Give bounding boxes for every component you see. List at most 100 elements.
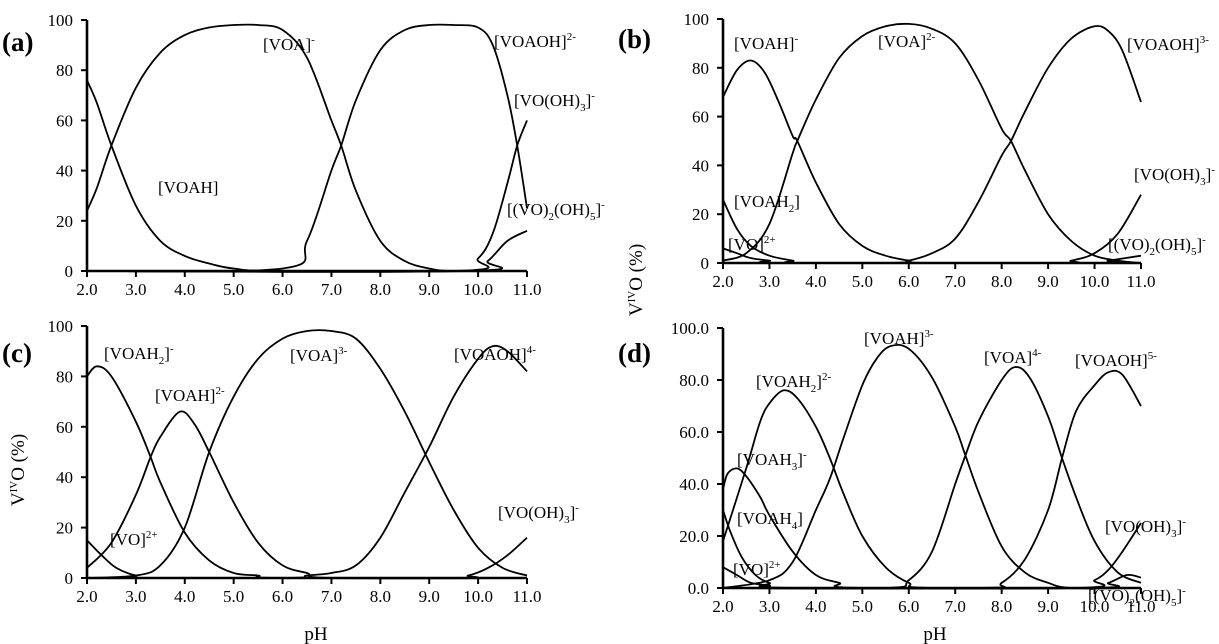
series-d-3 (722, 389, 1142, 590)
x-tick-label-c: 11.0 (512, 587, 541, 606)
x-tick-label-d: 5.0 (852, 597, 873, 616)
x-tick-label-c: 7.0 (321, 587, 342, 606)
axes-layer (81, 18, 1142, 594)
label-d-voa: [VOA]4- (984, 347, 1042, 367)
y-tick-label-b: 40 (692, 156, 709, 175)
x-tick-label-c: 8.0 (370, 587, 391, 606)
label-a-voaoh: [VOAOH]2- (494, 31, 576, 51)
x-tick-label-d: 2.0 (712, 597, 733, 616)
x-tick-label-a: 11.0 (512, 280, 541, 299)
x-tick-label-d: 3.0 (759, 597, 780, 616)
x-tick-label-a: 8.0 (370, 280, 391, 299)
label-a-vooh3: [VO(OH)3]- (514, 90, 595, 114)
y-tick-label-d: 40.0 (679, 475, 709, 494)
series-b-4 (722, 25, 1142, 265)
panel-letter-c: (c) (2, 338, 32, 368)
x-tick-label-c: 2.0 (76, 587, 97, 606)
series-c-1 (86, 365, 528, 580)
x-tick-label-c: 4.0 (174, 587, 195, 606)
x-tick-label-b: 11.0 (1126, 272, 1155, 291)
y-tick-label-b: 20 (692, 205, 709, 224)
x-tick-label-b: 2.0 (712, 272, 733, 291)
label-d-voaoh: [VOAOH]5- (1075, 350, 1157, 370)
y-axis-title-right: VIVO (%) (626, 244, 647, 316)
y-tick-label-b: 80 (692, 59, 709, 78)
y-tick-label-c: 60 (56, 418, 73, 437)
x-tick-label-a: 2.0 (76, 280, 97, 299)
label-d-vooh3: [VO(OH)3]- (1105, 516, 1186, 540)
series-b-2 (722, 59, 1142, 265)
y-tick-label-a: 20 (56, 212, 73, 231)
label-a-vo2oh5: [(VO)2(OH)5]- (507, 199, 605, 223)
x-tick-label-a: 3.0 (125, 280, 146, 299)
x-tick-label-c: 10.0 (463, 587, 493, 606)
series-d-6 (722, 369, 1142, 590)
label-d-voah4: [VOAH4] (737, 509, 803, 532)
panel-letter-a: (a) (2, 27, 33, 57)
y-tick-label-c: 20 (56, 519, 73, 538)
series-d-5 (722, 366, 1142, 590)
y-tick-label-a: 60 (56, 111, 73, 130)
panel-letter-b: (b) (618, 24, 651, 54)
x-tick-label-b: 4.0 (805, 272, 826, 291)
x-tick-label-d: 9.0 (1037, 597, 1058, 616)
text-layer: 2.0 3.0 4.0 5.0 6.0 7.0 8.0 9.0 10.0 11.0 0 20 40 60 8… (48, 10, 1156, 616)
x-tick-label-d: 8.0 (991, 597, 1012, 616)
y-tick-label-d: 100.0 (671, 319, 709, 338)
label-c-voah2: [VOAH2]- (104, 343, 174, 367)
x-tick-label-d: 10.0 (1080, 597, 1110, 616)
series-d-8 (722, 573, 1142, 590)
y-axis-title-left: VIVO (%) (8, 434, 29, 506)
label-b-voah2: [VOAH2] (734, 192, 800, 215)
x-tick-label-a: 10.0 (463, 280, 493, 299)
label-b-vooh3: [VO(OH)3]- (1134, 164, 1215, 188)
label-d-voah: [VOAH]3- (864, 328, 934, 348)
y-tick-label-a: 80 (56, 61, 73, 80)
x-tick-label-b: 10.0 (1080, 272, 1110, 291)
label-d-vo: [VO]2+ (733, 559, 781, 579)
y-tick-label-c: 80 (56, 367, 73, 386)
y-tick-label-a: 0 (65, 262, 74, 281)
y-tick-label-a: 40 (56, 162, 73, 181)
y-tick-label-d: 0.0 (688, 579, 709, 598)
y-tick-label-c: 100 (48, 317, 74, 336)
curves-layer (86, 22, 1142, 590)
label-b-voaoh: [VOAOH]3- (1127, 34, 1209, 54)
y-tick-label-b: 0 (701, 254, 710, 273)
label-d-voah2: [VOAH2]2- (756, 371, 831, 395)
series-c-2 (86, 410, 528, 580)
series-b-6 (722, 254, 1142, 265)
series-a-2 (86, 23, 528, 273)
label-a-voa: [VOA]- (263, 34, 315, 54)
series-d-7 (722, 522, 1142, 590)
x-axis-title-c: pH (304, 624, 328, 644)
y-tick-label-b: 100 (684, 10, 710, 29)
series-c-5 (86, 537, 528, 580)
label-d-voah3: [VOAH3]- (737, 449, 807, 473)
y-tick-label-c: 0 (65, 569, 74, 588)
series-b-1 (722, 247, 1142, 265)
x-tick-label-d: 4.0 (805, 597, 826, 616)
series-a-1 (86, 23, 528, 273)
label-b-vo: [VO]2+ (728, 234, 776, 254)
label-c-voah: [VOAH]2- (155, 385, 225, 405)
x-tick-label-c: 3.0 (125, 587, 146, 606)
series-c-3 (86, 329, 528, 579)
label-c-vo: [VO]2+ (110, 529, 158, 549)
x-tick-label-a: 7.0 (321, 280, 342, 299)
x-tick-label-b: 8.0 (991, 272, 1012, 291)
y-tick-label-c: 40 (56, 468, 73, 487)
series-d-4 (722, 344, 1142, 590)
y-tick-label-d: 20.0 (679, 527, 709, 546)
x-tick-label-a: 4.0 (174, 280, 195, 299)
x-axis-title-d: pH (923, 624, 947, 644)
label-a-voah: [VOAH] (158, 178, 218, 197)
x-tick-label-d: 11.0 (1126, 597, 1155, 616)
x-tick-label-d: 6.0 (898, 597, 919, 616)
label-b-voa: [VOA]2- (878, 31, 936, 51)
series-a-3 (86, 120, 528, 273)
label-b-voah: [VOAH]- (734, 33, 798, 53)
label-c-vooh3: [VO(OH)3]- (498, 502, 579, 526)
x-tick-label-b: 7.0 (945, 272, 966, 291)
